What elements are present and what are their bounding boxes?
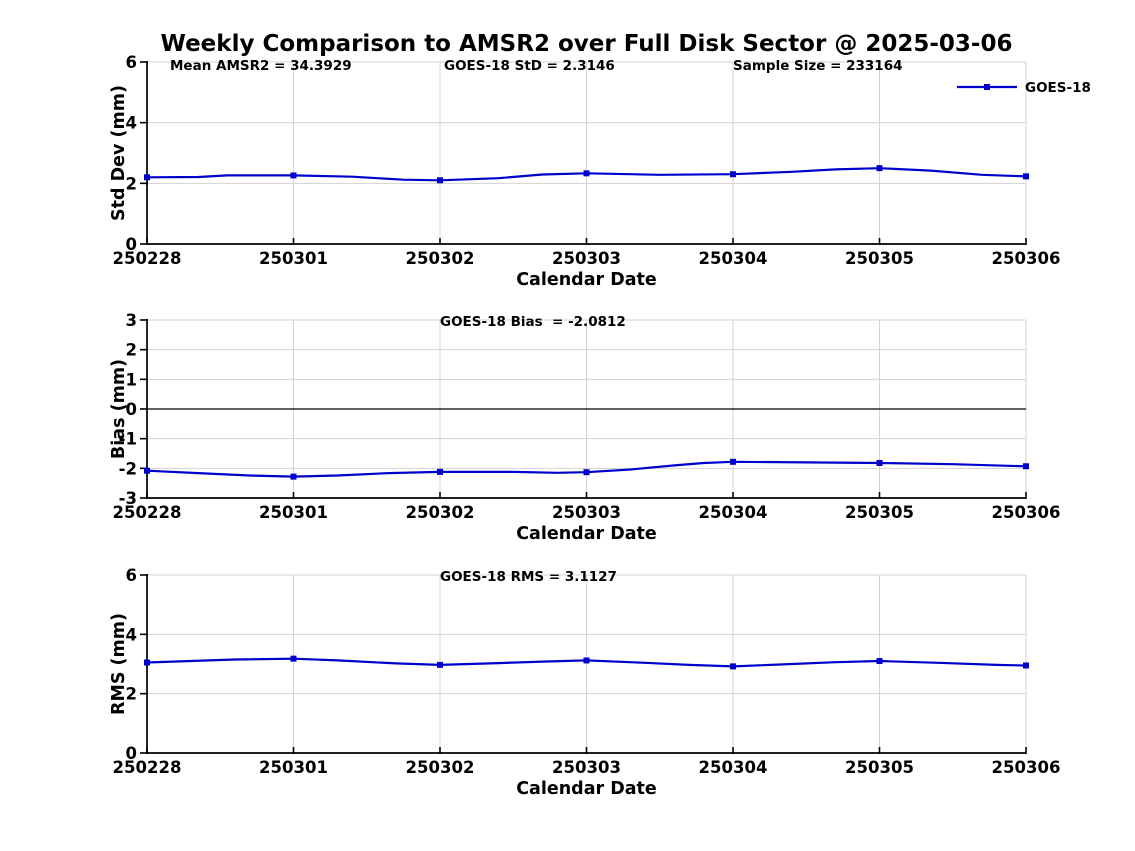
x-tick-label: 250301 bbox=[259, 249, 328, 268]
annotation-text: GOES-18 StD = 2.3146 bbox=[444, 58, 615, 74]
annotation-text: GOES-18 Bias = -2.0812 bbox=[440, 314, 626, 330]
x-tick-label: 250304 bbox=[699, 503, 768, 522]
data-marker bbox=[290, 172, 297, 179]
legend-marker bbox=[984, 84, 990, 90]
subplot-std-dev: 0 2 4 6 250228 250301 250302 250303 250304 250305… bbox=[109, 53, 1091, 290]
y-tick-label: 6 bbox=[126, 566, 137, 585]
y-axis-title: Std Dev (mm) bbox=[109, 85, 129, 221]
x-tick-label: 250304 bbox=[699, 249, 768, 268]
annotation-text: Sample Size = 233164 bbox=[733, 58, 902, 74]
x-tick-label: 250305 bbox=[845, 249, 914, 268]
y-axis-title: RMS (mm) bbox=[109, 613, 129, 715]
data-marker bbox=[730, 171, 736, 178]
x-axis-title: Calendar Date bbox=[516, 779, 657, 799]
y-tick-label: 6 bbox=[126, 53, 137, 72]
data-marker bbox=[290, 473, 297, 480]
data-line bbox=[145, 167, 1028, 182]
data-marker bbox=[144, 659, 150, 666]
data-marker bbox=[583, 170, 590, 177]
figure-title: Weekly Comparison to AMSR2 over Full Dis… bbox=[160, 31, 1013, 57]
x-tick-label: 250228 bbox=[113, 758, 182, 777]
y-tick-label: 2 bbox=[126, 174, 137, 193]
y-tick-label: 0 bbox=[126, 235, 137, 254]
y-tick-label: 4 bbox=[126, 114, 137, 133]
data-line bbox=[145, 460, 1028, 478]
data-marker bbox=[876, 658, 883, 665]
data-marker bbox=[437, 177, 443, 184]
x-tick-label: 250304 bbox=[699, 758, 768, 777]
x-axis-title: Calendar Date bbox=[516, 524, 657, 544]
y-tick-label: -2 bbox=[119, 459, 137, 478]
y-tick-label: 0 bbox=[126, 400, 137, 419]
data-marker bbox=[730, 663, 736, 670]
y-tick-label: 4 bbox=[126, 625, 137, 644]
data-marker bbox=[1023, 173, 1029, 180]
data-marker bbox=[437, 661, 443, 668]
x-axis-title: Calendar Date bbox=[516, 270, 657, 290]
legend-label: GOES-18 bbox=[1025, 80, 1091, 96]
data-marker bbox=[437, 468, 443, 475]
x-tick-label: 250302 bbox=[406, 503, 475, 522]
x-tick-label: 250305 bbox=[845, 758, 914, 777]
data-marker bbox=[1023, 662, 1029, 669]
data-marker bbox=[583, 469, 590, 476]
y-tick-label: 0 bbox=[126, 744, 137, 763]
annotation-text: GOES-18 RMS = 3.1127 bbox=[440, 569, 617, 585]
x-tick-label: 250303 bbox=[552, 758, 621, 777]
data-marker bbox=[144, 174, 150, 181]
x-tick-label: 250302 bbox=[406, 758, 475, 777]
y-tick-label: -3 bbox=[119, 489, 137, 508]
subplot-bias: -3 -2 -1 0 1 2 3 250228 250301 250302 250303 250304… bbox=[109, 311, 1060, 544]
y-tick-label: 2 bbox=[126, 341, 137, 360]
x-tick-label: 250303 bbox=[552, 249, 621, 268]
data-marker bbox=[144, 467, 150, 474]
annotation-text: Mean AMSR2 = 34.3929 bbox=[170, 58, 352, 74]
data-marker bbox=[876, 459, 883, 466]
y-tick-label: 1 bbox=[126, 370, 137, 389]
data-marker bbox=[1023, 463, 1029, 470]
x-tick-label: 250302 bbox=[406, 249, 475, 268]
data-marker bbox=[290, 655, 297, 662]
y-tick-label: 3 bbox=[126, 311, 137, 330]
x-tick-label: 250301 bbox=[259, 758, 328, 777]
x-tick-label: 250228 bbox=[113, 249, 182, 268]
x-tick-label: 250305 bbox=[845, 503, 914, 522]
y-tick-label: 2 bbox=[126, 685, 137, 704]
x-tick-label: 250303 bbox=[552, 503, 621, 522]
data-marker bbox=[583, 657, 590, 664]
x-tick-label: 250306 bbox=[992, 249, 1061, 268]
data-marker bbox=[876, 165, 883, 172]
x-tick-label: 250306 bbox=[992, 503, 1061, 522]
x-tick-label: 250301 bbox=[259, 503, 328, 522]
x-tick-label: 250306 bbox=[992, 758, 1061, 777]
x-tick-label: 250228 bbox=[113, 503, 182, 522]
subplot-rms: 0 2 4 6 250228 250301 250302 250303 250304 250305… bbox=[109, 566, 1060, 799]
legend: GOES-18 bbox=[957, 80, 1091, 96]
data-marker bbox=[730, 458, 736, 465]
y-axis-title: Bias (mm) bbox=[109, 359, 129, 459]
y-tick-label: -1 bbox=[119, 430, 137, 449]
